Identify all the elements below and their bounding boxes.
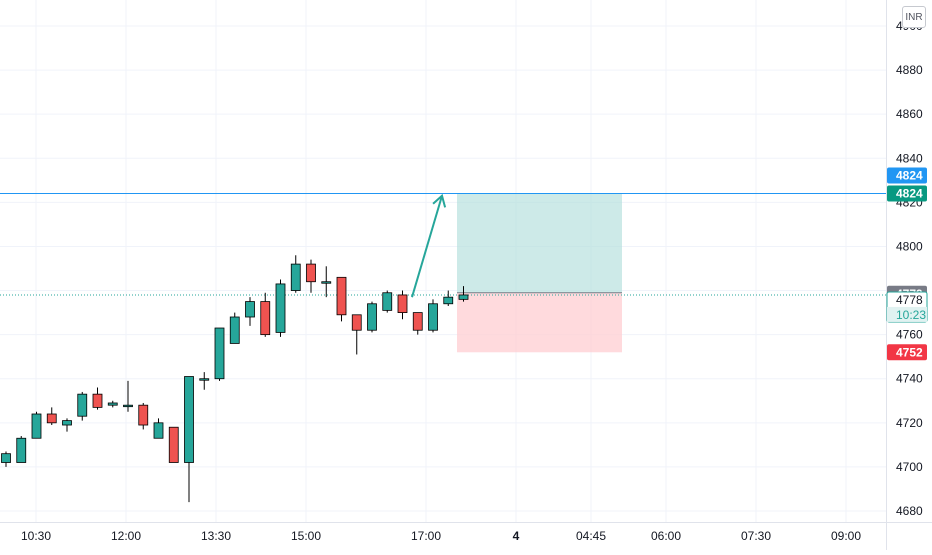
- candle-body[interactable]: [153, 422, 164, 439]
- candle-body[interactable]: [77, 393, 88, 417]
- candle-body[interactable]: [229, 316, 240, 344]
- candle-body[interactable]: [290, 263, 301, 291]
- candle-body[interactable]: [107, 402, 118, 406]
- candle-body[interactable]: [92, 393, 103, 408]
- candle-body[interactable]: [46, 413, 57, 424]
- price-tick-label: 4880: [896, 63, 923, 77]
- price-tick-label: 4800: [896, 239, 923, 253]
- time-tick-label: 09:00: [831, 529, 861, 543]
- profit-zone[interactable]: [457, 193, 622, 293]
- price-tick-label: 4740: [896, 372, 923, 386]
- currency-badge[interactable]: INR: [902, 6, 926, 28]
- candle-body[interactable]: [138, 404, 149, 426]
- time-tick-label: 4: [513, 529, 520, 543]
- price-tick-label: 4720: [896, 416, 923, 430]
- time-tick-label: 15:00: [291, 529, 321, 543]
- candle-body[interactable]: [62, 420, 72, 426]
- candle-body[interactable]: [367, 303, 377, 331]
- time-axis: 10:30 12:00 13:30 15:00 17:00 4 04:45 06:00 07:3…: [0, 522, 932, 543]
- target-price-badge-text: 4824: [896, 187, 923, 201]
- horizontal-lines: [0, 193, 886, 296]
- time-tick-label: 07:30: [741, 529, 771, 543]
- candle-body[interactable]: [397, 294, 408, 313]
- candle-body[interactable]: [458, 294, 469, 300]
- candle-body[interactable]: [245, 301, 255, 318]
- price-tick-label: 4680: [896, 504, 923, 518]
- candle-body[interactable]: [214, 327, 225, 380]
- horizontal-line-badge-text: 4824: [896, 169, 923, 183]
- candle-body[interactable]: [351, 314, 362, 331]
- time-tick-label: 06:00: [651, 529, 681, 543]
- stop-price-badge-text: 4752: [896, 345, 923, 359]
- price-tick-label: 4700: [896, 460, 923, 474]
- candle-body[interactable]: [168, 426, 179, 463]
- time-tick-label: 10:30: [21, 529, 51, 543]
- grid-layer: [0, 0, 886, 522]
- target-price-badge[interactable]: [887, 185, 927, 202]
- candle-body[interactable]: [382, 292, 393, 311]
- price-tick-label: 4860: [896, 107, 923, 121]
- time-tick-label: 12:00: [111, 529, 141, 543]
- candle-body[interactable]: [123, 404, 133, 408]
- drawing-layer: [411, 193, 447, 298]
- stop-price-badge[interactable]: [887, 344, 927, 361]
- trend-arrow-line[interactable]: [411, 195, 443, 298]
- time-tick-label: 13:30: [201, 529, 231, 543]
- candle-body[interactable]: [260, 301, 271, 336]
- candle-body[interactable]: [184, 376, 194, 463]
- candle-body[interactable]: [412, 312, 423, 331]
- candle-body[interactable]: [275, 283, 286, 333]
- candle-body[interactable]: [16, 437, 27, 463]
- price-tick-label: 4760: [896, 328, 923, 342]
- horizontal-line-badge[interactable]: [887, 167, 927, 184]
- candle-body[interactable]: [31, 413, 42, 439]
- time-tick-label: 17:00: [411, 529, 441, 543]
- last-price-text: 4778: [896, 293, 923, 307]
- price-tick-label: 4840: [896, 151, 923, 165]
- price-axis: 4680470047204740476047804800482048404860…: [886, 0, 923, 550]
- position-zones: [457, 193, 622, 353]
- candle-body[interactable]: [336, 276, 347, 316]
- countdown-bg: [887, 306, 927, 322]
- candle-body[interactable]: [199, 378, 210, 381]
- candle-body[interactable]: [443, 296, 454, 305]
- candles-layer: [1, 255, 469, 503]
- trend-arrow-head[interactable]: [432, 193, 447, 208]
- candle-body[interactable]: [428, 303, 438, 331]
- candle-body[interactable]: [321, 281, 332, 284]
- candle-body[interactable]: [1, 453, 11, 463]
- time-tick-label: 04:45: [576, 529, 606, 543]
- countdown-text: 10:23: [896, 308, 926, 322]
- candle-body[interactable]: [306, 263, 316, 283]
- loss-zone[interactable]: [457, 292, 622, 353]
